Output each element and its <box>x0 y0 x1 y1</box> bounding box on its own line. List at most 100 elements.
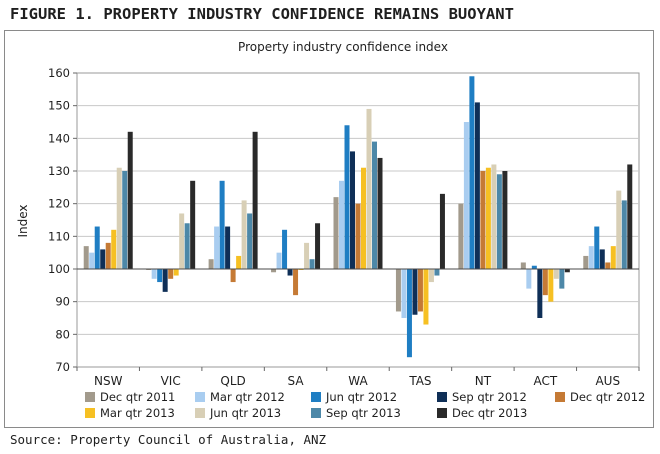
legend-swatch <box>311 392 321 402</box>
bar <box>287 269 293 276</box>
bar <box>173 269 179 276</box>
bar <box>428 269 434 283</box>
legend-label: Mar qtr 2013 <box>100 406 175 420</box>
bar <box>127 131 133 269</box>
bar <box>401 269 407 318</box>
bar <box>344 125 350 270</box>
bar <box>339 180 344 269</box>
legend-label: Jun qtr 2013 <box>209 406 281 420</box>
bar <box>588 246 594 269</box>
bar <box>157 269 163 283</box>
bar <box>526 269 532 289</box>
x-tick-label: QLD <box>220 374 245 388</box>
bar <box>559 269 565 289</box>
bar <box>252 131 258 269</box>
bar <box>214 226 220 269</box>
bar <box>293 269 299 296</box>
y-tick-label: 140 <box>48 131 70 145</box>
bar <box>100 249 106 269</box>
figure-title: FIGURE 1. PROPERTY INDUSTRY CONFIDENCE R… <box>10 5 514 23</box>
bar <box>463 122 469 269</box>
bar <box>548 269 554 302</box>
legend: Dec qtr 2011 Mar qtr 2012 Jun qtr 2012 Sep … <box>85 390 645 420</box>
bar <box>151 269 157 279</box>
bar <box>491 164 497 269</box>
bar <box>116 167 122 269</box>
y-tick-label: 80 <box>55 327 70 341</box>
legend-swatch <box>437 392 447 402</box>
bar <box>225 226 231 269</box>
legend-label: Mar qtr 2012 <box>210 390 285 404</box>
gridlines <box>76 72 640 368</box>
bar <box>361 167 366 269</box>
bar <box>417 269 423 312</box>
bar <box>542 269 548 296</box>
bar <box>469 76 475 269</box>
bar <box>89 252 95 269</box>
bar <box>271 269 277 273</box>
bar <box>537 269 543 318</box>
y-axis-label: Index <box>16 204 30 237</box>
bar <box>168 269 174 279</box>
bar <box>434 269 440 276</box>
bar <box>236 255 242 269</box>
legend-label: Sep qtr 2012 <box>452 390 527 404</box>
chart-panel: Property industry confidence index Index… <box>4 30 654 428</box>
bar <box>190 180 196 269</box>
bar <box>219 180 225 269</box>
bar <box>162 269 168 292</box>
bar <box>395 269 401 312</box>
bar <box>276 252 282 269</box>
chart-svg: Property industry confidence index Index… <box>16 40 645 420</box>
bar <box>605 262 611 269</box>
axes: 70 80 90 100 110 120 130 140 150 160 NSW VIC QLD SA WA… <box>48 66 640 388</box>
bar <box>111 229 117 269</box>
bar <box>406 269 412 358</box>
bar <box>230 269 236 283</box>
legend-swatch <box>85 392 95 402</box>
bar <box>372 141 377 269</box>
x-tick-label: ACT <box>533 374 557 388</box>
bar <box>520 262 526 269</box>
legend-label: Dec qtr 2011 <box>100 390 175 404</box>
bar <box>412 269 418 315</box>
bar <box>621 200 627 269</box>
bar <box>458 203 464 269</box>
legend-label: Dec qtr 2013 <box>452 406 527 420</box>
bar <box>610 246 616 269</box>
bar <box>350 151 355 269</box>
bar <box>184 223 190 269</box>
bar <box>208 259 214 269</box>
bar <box>355 203 361 269</box>
y-tick-label: 160 <box>48 66 70 80</box>
bar <box>583 255 589 269</box>
bar <box>282 229 288 269</box>
y-tick-label: 70 <box>55 360 70 374</box>
bar <box>485 167 491 269</box>
legend-swatch <box>195 408 205 418</box>
bar <box>423 269 429 325</box>
bar <box>247 213 253 269</box>
bar <box>531 265 537 269</box>
bar <box>83 246 89 269</box>
bar <box>502 171 508 269</box>
bar <box>105 242 111 269</box>
y-tick-label: 150 <box>48 99 70 113</box>
bar <box>480 171 486 269</box>
bar <box>179 213 185 269</box>
legend-swatch <box>437 408 447 418</box>
bar <box>309 259 315 269</box>
bar <box>304 242 310 269</box>
bar <box>333 197 339 269</box>
bar <box>315 223 321 269</box>
x-tick-label: VIC <box>161 374 181 388</box>
bar <box>439 193 445 269</box>
bar <box>564 269 570 273</box>
x-tick-label: WA <box>348 374 368 388</box>
legend-label: Dec qtr 2012 <box>570 390 645 404</box>
x-tick-label: NSW <box>94 374 123 388</box>
chart-title: Property industry confidence index <box>238 40 448 54</box>
legend-label: Sep qtr 2013 <box>326 406 401 420</box>
bar <box>496 174 502 269</box>
legend-swatch <box>85 408 95 418</box>
